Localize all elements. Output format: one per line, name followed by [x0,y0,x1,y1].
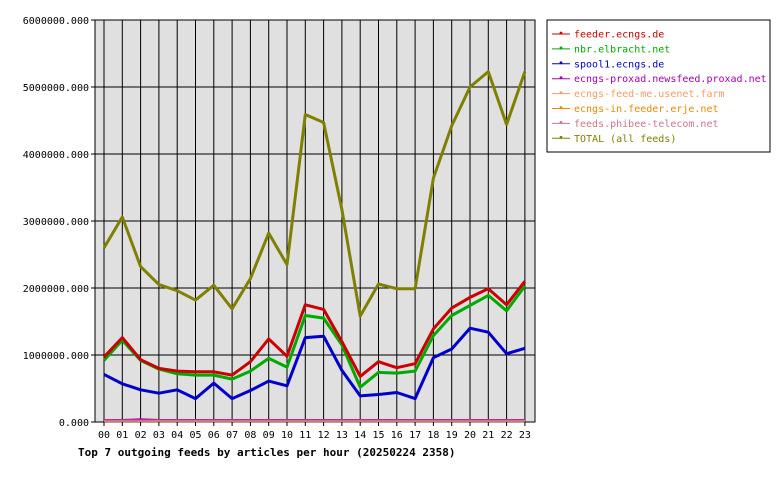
legend: feeder.ecngs.de nbr.elbracht.net spool1.ec… [546,19,771,153]
legend-label: nbr.elbracht.net [574,44,670,55]
legend-box [546,19,771,153]
series-line-nbr-elbracht-net [102,285,527,389]
x-tick-label: 10 [281,430,293,441]
legend-swatch-marker [559,106,563,109]
legend-label: TOTAL (all feeds) [574,134,676,145]
y-tick-label: 6000000.000 [23,16,89,27]
x-tick-label: 23 [519,430,531,441]
x-tick-label: 06 [208,430,220,441]
x-tick-label: 09 [263,430,275,441]
series-line-spool1-ecngs-de [103,326,526,401]
x-tick-label: 03 [153,430,165,441]
y-tick-label: 5000000.000 [23,83,89,94]
x-tick-label: 02 [135,430,147,441]
x-tick-label: 20 [464,430,476,441]
x-tick-label: 16 [391,430,403,441]
legend-swatch-marker [559,31,563,35]
legend-swatch-marker [559,76,563,80]
legend-label: feeds.phibee-telecom.net [574,119,719,130]
legend-swatch-marker [559,121,563,124]
legend-swatch-marker [559,61,563,65]
x-tick-label: 19 [446,430,458,441]
x-tick-label: 05 [189,430,201,441]
legend-label: spool1.ecngs.de [574,59,664,70]
x-tick-label: 17 [409,430,421,441]
y-tick-label: 3000000.000 [23,217,89,228]
y-tick-label: 4000000.000 [23,150,89,161]
x-tick-label: 00 [98,430,110,441]
y-tick-label: 1000000.000 [23,351,89,362]
series-group [102,70,527,423]
legend-label: ecngs-feed-me.usenet.farm [574,89,725,100]
x-tick-label: 12 [318,430,330,441]
x-tick-label: 21 [482,430,494,441]
legend-label: ecngs-proxad.newsfeed.proxad.net [574,74,767,85]
x-tick-label: 01 [116,430,128,441]
legend-label: feeder.ecngs.de [574,30,664,41]
x-tick-label: 04 [171,430,183,441]
legend-label: ecngs-in.feeder.erje.net [574,104,719,115]
x-tick-label: 07 [226,430,238,441]
x-tick-label: 14 [354,430,366,441]
legend-swatch-marker [559,91,563,94]
x-tick-label: 18 [427,430,439,441]
x-tick-label: 13 [336,430,348,441]
series-line-feeder-ecngs-de [102,280,527,378]
y-tick-label: 2000000.000 [23,284,89,295]
series-line-total-all-feeds [102,70,527,318]
x-tick-label: 22 [501,430,513,441]
chart-title: Top 7 outgoing feeds by articles per hou… [78,446,456,459]
legend-swatch-marker [559,135,563,139]
axes: 00 01 02 03 04 05 06 07 08 09 10 11 12 13 14 15 16 17 18 19… [23,16,531,441]
x-tick-label: 15 [372,430,384,441]
x-tick-label: 11 [299,430,311,441]
y-tick-label: 0.000 [59,418,89,429]
legend-swatch-marker [559,46,563,50]
x-tick-label: 08 [244,430,256,441]
